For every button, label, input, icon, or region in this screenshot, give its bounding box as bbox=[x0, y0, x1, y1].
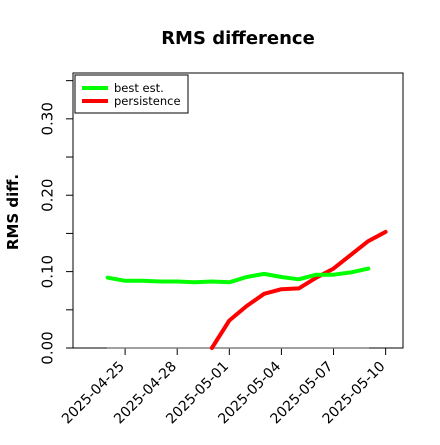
y-axis: 0.00 0.10 0.20 0.30 bbox=[39, 80, 73, 365]
x-axis: 2025-04-252025-04-282025-05-012025-05-04… bbox=[59, 348, 388, 427]
y-tick-label: 0.00 bbox=[39, 331, 57, 364]
plot-area-frame bbox=[72, 72, 404, 349]
y-tick-label: 0.10 bbox=[39, 255, 57, 288]
series-layer bbox=[105, 229, 388, 350]
legend-box bbox=[74, 74, 189, 114]
y-tick-label: 0.30 bbox=[39, 102, 57, 135]
series-line-persistence bbox=[209, 229, 388, 350]
y-tick-label: 0.20 bbox=[39, 179, 57, 212]
legend-label-persistence: persistence bbox=[114, 94, 181, 108]
y-axis-label: RMS diff. bbox=[4, 174, 22, 250]
chart-title: RMS difference bbox=[161, 28, 315, 49]
legend-label-best-est: best est. bbox=[114, 81, 164, 95]
legend: best est. persistence bbox=[74, 74, 189, 114]
series-line-best-est bbox=[105, 266, 371, 285]
